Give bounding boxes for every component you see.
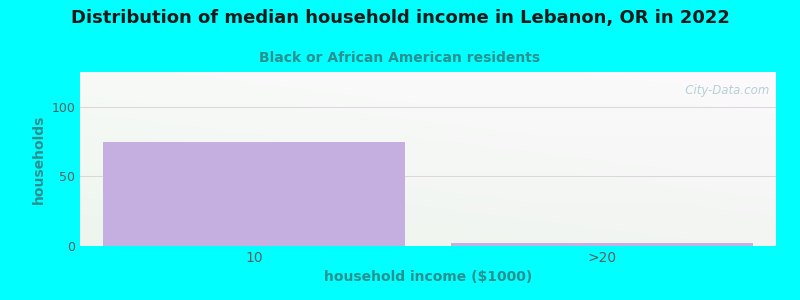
Bar xyxy=(450,243,754,246)
Bar xyxy=(102,142,406,246)
Y-axis label: households: households xyxy=(32,114,46,204)
Text: Black or African American residents: Black or African American residents xyxy=(259,51,541,65)
Text: City-Data.com: City-Data.com xyxy=(674,84,769,97)
Text: Distribution of median household income in Lebanon, OR in 2022: Distribution of median household income … xyxy=(70,9,730,27)
X-axis label: household income ($1000): household income ($1000) xyxy=(324,270,532,284)
